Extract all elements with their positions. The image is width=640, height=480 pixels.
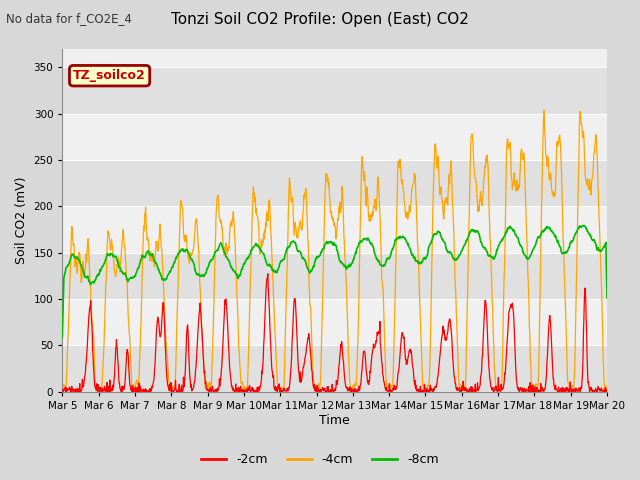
Legend: -2cm, -4cm, -8cm: -2cm, -4cm, -8cm [196, 448, 444, 471]
Text: TZ_soilco2: TZ_soilco2 [73, 69, 146, 82]
Bar [62, 67, 607, 114]
X-axis label: Time: Time [319, 414, 350, 427]
Text: No data for f_CO2E_4: No data for f_CO2E_4 [6, 12, 132, 25]
Y-axis label: Soil CO2 (mV): Soil CO2 (mV) [15, 177, 28, 264]
Bar [62, 346, 607, 392]
Text: Tonzi Soil CO2 Profile: Open (East) CO2: Tonzi Soil CO2 Profile: Open (East) CO2 [171, 12, 469, 27]
Bar [62, 160, 607, 206]
Bar [62, 252, 607, 299]
